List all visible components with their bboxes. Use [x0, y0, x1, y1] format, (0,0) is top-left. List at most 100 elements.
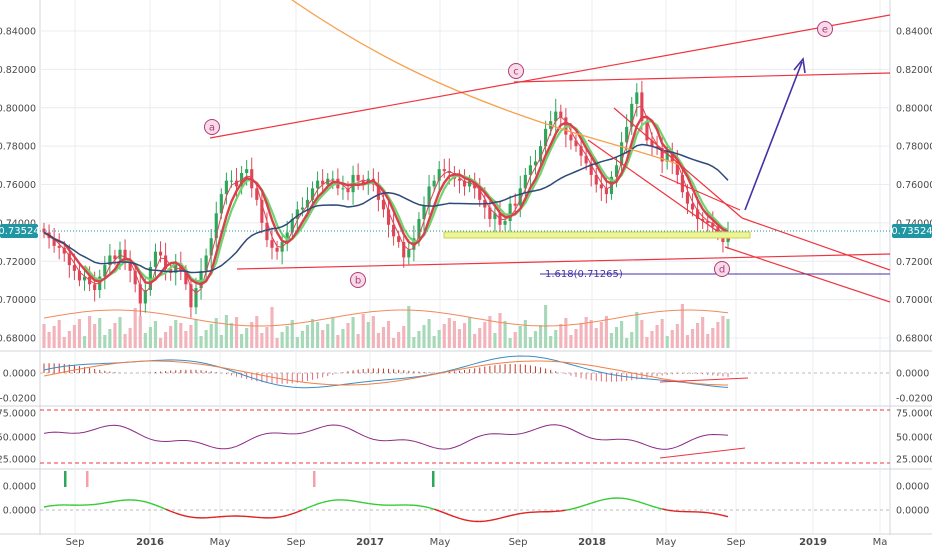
volume-bar: [169, 326, 172, 348]
price-tick-label-left: 0.68000: [0, 334, 36, 345]
volume-bar: [139, 316, 142, 348]
volume-bar: [123, 334, 126, 348]
volume-bar: [301, 331, 304, 348]
volume-bar: [473, 334, 476, 348]
volume-bar: [524, 320, 527, 348]
volume-bar: [341, 329, 344, 348]
volume-bar: [590, 320, 593, 348]
rsi-tick-label-left: 75.0000: [0, 409, 36, 420]
candle-body: [245, 169, 248, 173]
current-price-badge-left: 0.73524: [0, 224, 40, 238]
wave-label-text: b: [355, 276, 361, 287]
volume-bar: [595, 328, 598, 348]
candle-body: [58, 246, 61, 248]
candle-body: [194, 288, 197, 307]
oscillator-segment: [414, 505, 419, 506]
current-price-right: 0.73524: [891, 226, 932, 237]
fib-label: 1.618(0.71265): [545, 269, 623, 280]
oscillator-segment: [713, 513, 718, 514]
price-tick-label-right: 0.76000: [896, 180, 932, 191]
time-tick-label: Ma: [873, 537, 888, 548]
volume-bar: [655, 325, 658, 348]
time-tick-label: 2016: [136, 537, 164, 548]
price-tick-label-left: 0.84000: [0, 27, 36, 38]
volume-bar: [260, 333, 263, 348]
wave-label-text: a: [209, 123, 215, 134]
volume-bar: [579, 323, 582, 348]
volume-bar: [392, 338, 395, 348]
price-tick-label-left: 0.76000: [0, 180, 36, 191]
candle-body: [270, 240, 273, 248]
rsi-tick-label-left: 25.0000: [0, 455, 36, 466]
oscillator-segment: [110, 501, 115, 502]
volume-bar: [331, 318, 334, 348]
volume-bar: [220, 335, 223, 348]
signal-bar: [86, 471, 89, 487]
volume-bar: [453, 321, 456, 348]
volume-bar: [554, 330, 557, 348]
volume-bar: [68, 331, 71, 348]
volume-bar: [134, 308, 137, 348]
volume-bar: [630, 332, 633, 348]
volume-bar: [534, 331, 537, 348]
oscillator-segment: [353, 501, 358, 502]
volume-bar: [225, 315, 228, 348]
time-tick-label: 2019: [799, 537, 827, 548]
volume-bar: [53, 326, 56, 348]
volume-bar: [676, 324, 679, 348]
oscillator-segment: [708, 513, 713, 514]
volume-bar: [265, 327, 268, 348]
volume-bar: [58, 320, 61, 348]
volume-bar: [194, 319, 197, 348]
volume-bar: [645, 337, 648, 348]
oscillator-segment: [606, 498, 611, 499]
volume-bar: [625, 338, 628, 348]
volume-bar: [569, 335, 572, 348]
time-tick-label: 2017: [356, 537, 384, 548]
oscillator-segment: [566, 509, 571, 510]
volume-bar: [93, 324, 96, 348]
wave-label-text: e: [822, 25, 828, 36]
candle-body: [443, 169, 446, 171]
volume-bar: [245, 328, 248, 348]
volume-bar: [184, 331, 187, 348]
volume-bar: [716, 322, 719, 348]
volume-bar: [316, 322, 319, 348]
volume-bar: [129, 328, 132, 348]
volume-bar: [706, 334, 709, 348]
volume-bar: [210, 324, 213, 348]
volume-bar: [240, 334, 243, 348]
volume-bar: [498, 313, 501, 348]
time-tick-label: May: [210, 537, 231, 548]
candle-body: [569, 135, 572, 141]
oscillator-segment: [100, 503, 105, 504]
volume-bar: [600, 322, 603, 348]
volume-bar: [367, 322, 370, 348]
volume-bar: [438, 330, 441, 348]
volume-bar: [610, 333, 613, 348]
wave-label-b: b: [351, 273, 366, 288]
volume-bar: [164, 332, 167, 348]
time-tick-label: Sep: [509, 537, 528, 548]
volume-bar: [529, 337, 532, 348]
volume-bar: [336, 335, 339, 348]
volume-bar: [640, 320, 643, 348]
price-tick-label-left: 0.80000: [0, 103, 36, 114]
candle-body: [433, 181, 436, 187]
candle-body: [341, 188, 344, 189]
oscillator-segment: [115, 501, 120, 502]
volume-bar: [98, 318, 101, 348]
volume-bar: [47, 332, 50, 348]
oscillator-segment: [368, 503, 373, 504]
candle-body: [635, 92, 638, 104]
wave-label-text: d: [719, 265, 725, 276]
volume-bar: [407, 306, 410, 348]
volume-bar: [519, 326, 522, 348]
volume-bar: [205, 330, 208, 348]
oscillator-tick-label-right: 0.0000: [896, 482, 929, 493]
volume-bar: [691, 329, 694, 348]
volume-bar: [326, 324, 329, 348]
volume-bar: [311, 319, 314, 348]
oscillator-segment: [191, 517, 196, 518]
